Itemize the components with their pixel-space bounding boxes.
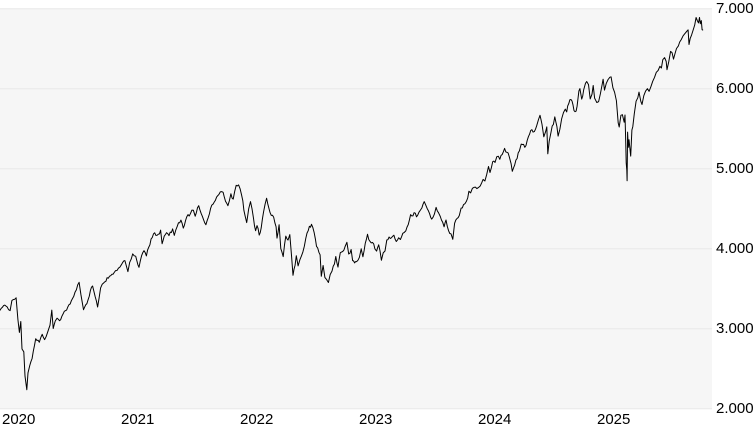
x-axis-label-2024: 2024 <box>478 411 512 428</box>
plot-area <box>0 8 712 409</box>
y-axis-label-2000: 2.000 <box>716 400 753 418</box>
y-axis-label-6000: 6.000 <box>716 80 753 98</box>
y-axis-label-5000: 5.000 <box>716 160 753 178</box>
y-axis-label-7000: 7.000 <box>716 0 753 18</box>
y-axis-label-3000: 3.000 <box>716 320 753 338</box>
x-axis-label-2020: 2020 <box>2 411 36 428</box>
x-axis-label-2023: 2023 <box>359 411 393 428</box>
x-axis-label-2025: 2025 <box>597 411 631 428</box>
y-axis-label-4000: 4.000 <box>716 240 753 258</box>
x-axis-label-2021: 2021 <box>121 411 155 428</box>
x-axis-label-2022: 2022 <box>240 411 274 428</box>
price-line <box>0 17 704 391</box>
